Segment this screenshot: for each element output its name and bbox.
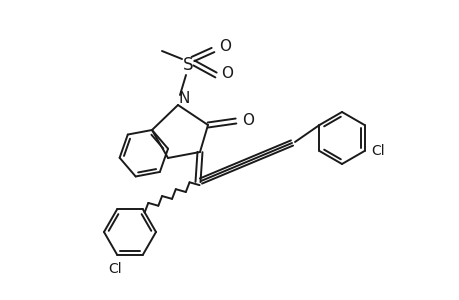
Text: S: S (182, 56, 193, 74)
Text: O: O (220, 65, 233, 80)
Text: O: O (218, 38, 230, 53)
Text: Cl: Cl (108, 262, 122, 275)
Text: Cl: Cl (371, 144, 385, 158)
Text: N: N (178, 91, 189, 106)
Text: O: O (241, 112, 253, 128)
